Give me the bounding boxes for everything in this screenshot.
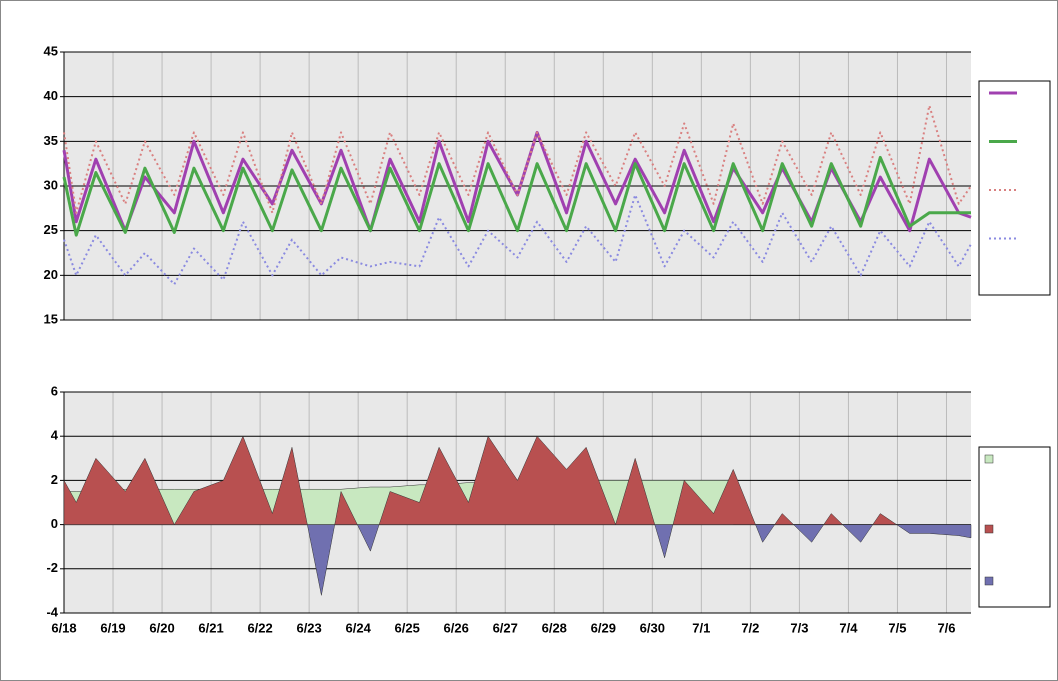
x-tick-label: 6/29 bbox=[591, 620, 616, 635]
x-tick-label: 7/2 bbox=[741, 620, 759, 635]
x-tick-label: 6/21 bbox=[198, 620, 223, 635]
legend-swatch bbox=[984, 524, 994, 534]
x-tick-label: 7/4 bbox=[839, 620, 858, 635]
y-tick-label: 45 bbox=[44, 43, 58, 58]
y-tick-label: 6 bbox=[51, 383, 58, 398]
x-tick-label: 6/26 bbox=[444, 620, 469, 635]
x-tick-label: 6/23 bbox=[296, 620, 321, 635]
y-tick-label: -2 bbox=[46, 560, 58, 575]
legend bbox=[978, 80, 1051, 296]
y-tick-label: 2 bbox=[51, 472, 58, 487]
x-tick-label: 6/22 bbox=[247, 620, 272, 635]
x-tick-label: 6/19 bbox=[100, 620, 125, 635]
y-tick-label: 30 bbox=[44, 177, 58, 192]
y-tick-label: -4 bbox=[46, 604, 58, 619]
y-tick-label: 25 bbox=[44, 222, 58, 237]
x-tick-label: 6/18 bbox=[51, 620, 76, 635]
x-tick-label: 7/3 bbox=[790, 620, 808, 635]
x-tick-label: 7/5 bbox=[888, 620, 906, 635]
x-tick-label: 6/20 bbox=[149, 620, 174, 635]
x-tick-label: 6/30 bbox=[640, 620, 665, 635]
y-tick-label: 40 bbox=[44, 88, 58, 103]
x-tick-label: 6/24 bbox=[346, 620, 372, 635]
x-tick-label: 6/28 bbox=[542, 620, 567, 635]
x-tick-label: 6/25 bbox=[395, 620, 420, 635]
legend-swatch bbox=[984, 576, 994, 586]
x-tick-label: 6/27 bbox=[493, 620, 518, 635]
x-tick-label: 7/1 bbox=[692, 620, 710, 635]
y-tick-label: 0 bbox=[51, 516, 58, 531]
x-tick-label: 7/6 bbox=[937, 620, 955, 635]
series-line bbox=[63, 104, 972, 214]
series-area bbox=[63, 435, 972, 596]
y-tick-label: 20 bbox=[44, 267, 58, 282]
y-tick-label: 4 bbox=[51, 428, 59, 443]
y-tick-label: 35 bbox=[44, 133, 58, 148]
series-line bbox=[63, 193, 972, 286]
y-tick-label: 15 bbox=[44, 311, 58, 326]
series-line bbox=[62, 155, 971, 237]
legend-swatch bbox=[984, 454, 994, 464]
